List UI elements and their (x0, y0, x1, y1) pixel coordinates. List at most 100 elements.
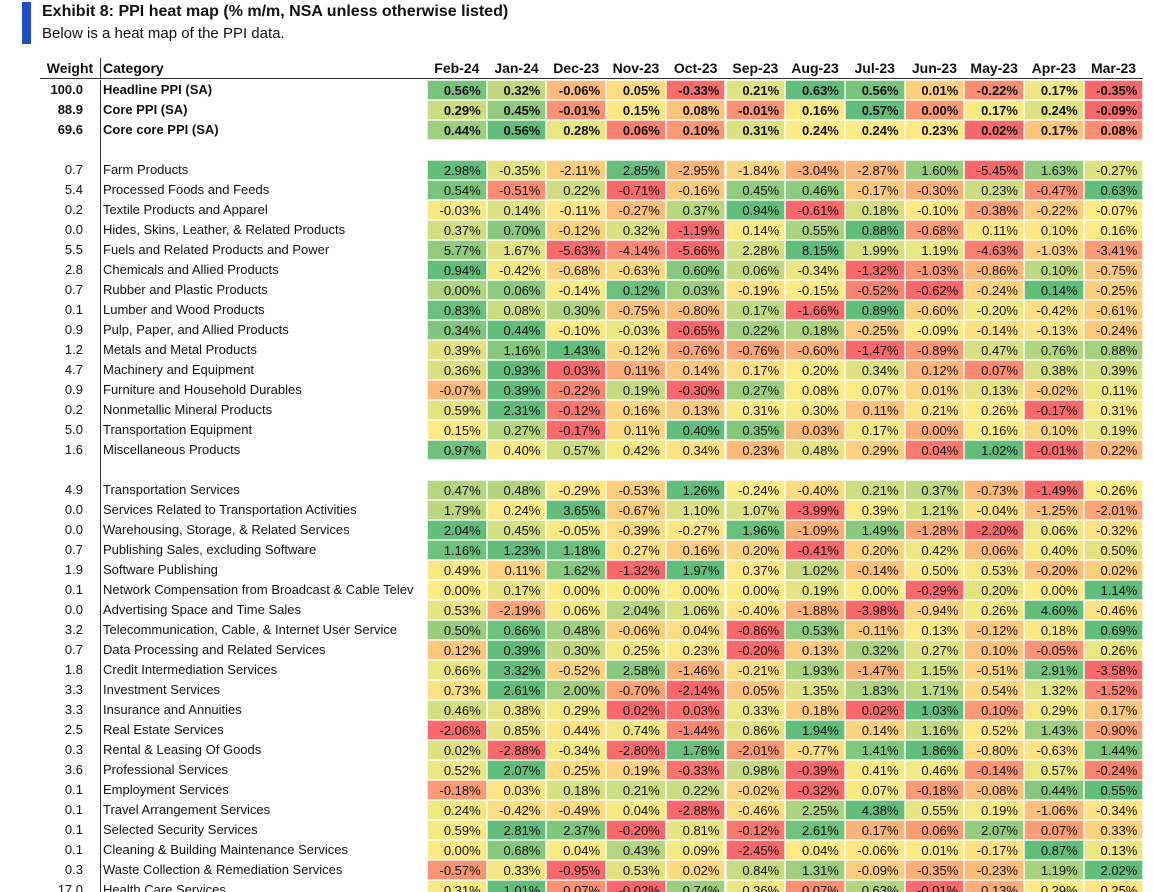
heat-cell: 0.18% (546, 780, 607, 800)
heat-cell: 0.23% (904, 120, 965, 140)
heat-cell: -1.32% (844, 260, 905, 280)
heat-cell: -0.65% (665, 320, 726, 340)
heat-cell: -0.63% (606, 260, 666, 280)
heat-cell: -0.53% (606, 480, 666, 500)
heat-cell: 2.31% (486, 400, 547, 420)
heat-cell: -0.17% (546, 420, 607, 440)
heat-cell: -0.09% (844, 860, 905, 880)
heat-cell: 0.29% (1024, 700, 1084, 720)
heat-cell: -0.10% (546, 320, 607, 340)
weight: 0.0 (64, 602, 83, 617)
category: Chemicals and Allied Products (100, 260, 427, 280)
heat-cell: -0.60% (785, 340, 845, 360)
heat-cell: -0.52% (546, 660, 607, 680)
heat-cell: -0.12% (964, 620, 1024, 640)
heat-cell: 0.34% (427, 320, 487, 340)
heat-cell: 1.83% (844, 680, 905, 700)
heat-cell: 0.22% (1083, 440, 1144, 460)
weight: 88.9 (57, 102, 83, 117)
category: Publishing Sales, excluding Software (100, 540, 427, 560)
heat-cell: 0.13% (904, 620, 965, 640)
heat-cell: 0.30% (546, 640, 607, 660)
heat-cell: 0.27% (725, 380, 786, 400)
heat-cell: -0.42% (1024, 300, 1084, 320)
heat-cell: 0.42% (904, 540, 965, 560)
heat-cell: 0.00% (665, 580, 726, 600)
heat-cell: 1.16% (486, 340, 547, 360)
heat-cell: 0.33% (486, 860, 547, 880)
heat-cell: -0.30% (904, 180, 965, 200)
heat-cell: 0.07% (844, 780, 905, 800)
heat-cell: 0.18% (785, 700, 845, 720)
heat-cell: 0.52% (427, 760, 487, 780)
heat-cell: -0.62% (904, 280, 965, 300)
heat-cell: 0.47% (964, 340, 1024, 360)
heat-cell: 0.21% (904, 400, 965, 420)
heat-cell: 0.23% (964, 180, 1024, 200)
heat-cell: -1.28% (904, 520, 965, 540)
heat-cell: 0.03% (486, 780, 547, 800)
heat-cell: 0.02% (665, 860, 726, 880)
heat-cell: -0.12% (725, 820, 786, 840)
heat-cell: 0.34% (844, 360, 905, 380)
accent-bar (22, 2, 31, 44)
heat-cell: 0.01% (904, 840, 965, 860)
heat-cell: 1.78% (665, 740, 726, 760)
heat-cell: -0.90% (1083, 720, 1144, 740)
heat-cell: 0.70% (486, 220, 547, 240)
heat-cell: 1.14% (1083, 580, 1144, 600)
heat-cell: 0.76% (1024, 340, 1084, 360)
heat-cell: -0.42% (486, 260, 547, 280)
heat-cell: 0.39% (486, 640, 547, 660)
heat-cell: 0.27% (486, 420, 547, 440)
heat-cell: -0.46% (725, 800, 786, 820)
heat-cell: 0.15% (427, 420, 487, 440)
heat-cell: 0.00% (427, 580, 487, 600)
heat-cell: 0.16% (1083, 220, 1144, 240)
heat-cell: 1.71% (904, 680, 965, 700)
heat-cell: -0.39% (785, 760, 845, 780)
heat-cell: 0.83% (427, 300, 487, 320)
heat-cell: 0.73% (427, 680, 487, 700)
heat-cell: -0.35% (904, 860, 965, 880)
heat-cell: 0.13% (964, 880, 1024, 892)
heat-cell: 0.10% (1024, 220, 1084, 240)
heat-cell: -0.40% (725, 600, 786, 620)
heat-cell: 1.06% (665, 600, 726, 620)
heat-cell: 0.53% (427, 600, 487, 620)
heat-cell: -2.14% (665, 680, 726, 700)
heat-cell: -0.34% (785, 260, 845, 280)
heat-cell: 0.55% (1083, 780, 1144, 800)
heat-cell: 0.53% (785, 620, 845, 640)
weight: 0.7 (64, 642, 83, 657)
heat-cell: -3.04% (785, 160, 845, 180)
category: Selected Security Services (100, 820, 427, 840)
heat-cell: 0.11% (964, 220, 1024, 240)
heat-cell: 0.07% (1024, 820, 1084, 840)
heat-cell: -0.67% (606, 500, 666, 520)
column-header: May-23 (970, 60, 1018, 76)
weight: 2.5 (64, 722, 83, 737)
heat-cell: 1.15% (904, 660, 965, 680)
heat-cell: 0.17% (844, 820, 905, 840)
heat-cell: -0.29% (546, 480, 607, 500)
heat-cell: 1.60% (904, 160, 965, 180)
heat-cell: -1.88% (785, 600, 845, 620)
heat-cell: 0.84% (725, 860, 786, 880)
heat-cell: 0.47% (427, 480, 487, 500)
column-header: Jun-23 (911, 60, 957, 76)
heat-cell: 0.44% (486, 320, 547, 340)
heat-cell: 0.17% (725, 360, 786, 380)
heat-cell: 2.81% (486, 820, 547, 840)
heat-cell: 1.23% (486, 540, 547, 560)
heat-cell: -1.46% (665, 660, 726, 680)
heat-cell: 1.21% (904, 500, 965, 520)
heat-cell: 0.28% (546, 120, 607, 140)
heat-cell: -0.17% (964, 840, 1024, 860)
heat-cell: 0.02% (964, 120, 1024, 140)
heat-cell: 1.63% (1024, 160, 1084, 180)
heat-cell: 0.25% (1083, 880, 1144, 892)
heat-cell: 0.17% (844, 420, 905, 440)
category: Metals and Metal Products (100, 340, 427, 360)
